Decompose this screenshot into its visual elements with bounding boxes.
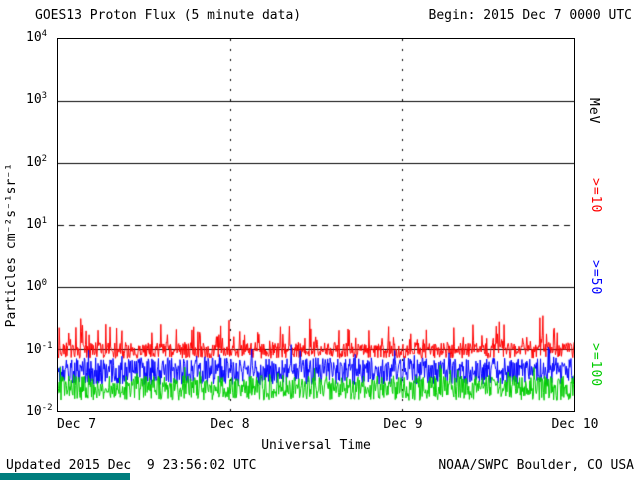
y-tick-exp: 3 [41, 91, 48, 101]
source-attribution: NOAA/SWPC Boulder, CO USA [438, 458, 634, 473]
y-tick-exp: 1 [41, 216, 48, 226]
x-tick-label: Dec 9 [383, 417, 423, 432]
y-tick-base: 10 [26, 30, 42, 45]
flux-plot-canvas [58, 39, 574, 411]
y-tick-base: 10 [26, 404, 42, 419]
x-tick-label: Dec 10 [551, 417, 599, 432]
y-tick-label: 102 [26, 154, 66, 171]
updated-timestamp: Updated 2015 Dec 9 23:56:02 UTC [6, 458, 257, 473]
legend-entry-ge100: >=100 [588, 343, 603, 388]
y-axis-title-text: Particles cm⁻²s⁻¹sr⁻¹ [4, 162, 19, 328]
y-tick-exp: 2 [41, 154, 48, 164]
y-tick-exp: 0 [41, 278, 48, 288]
y-tick-label: 10-2 [26, 403, 66, 420]
begin-time-label: Begin: 2015 Dec 7 0000 UTC [428, 8, 633, 23]
y-tick-label: 10-1 [26, 341, 66, 358]
y-tick-label: 103 [26, 91, 66, 108]
y-tick-exp: 4 [41, 29, 48, 39]
legend-entry-ge10: >=10 [588, 178, 603, 214]
x-tick-label: Dec 8 [210, 417, 250, 432]
y-tick-exp: -1 [41, 341, 53, 351]
page-title: GOES13 Proton Flux (5 minute data) [35, 8, 302, 23]
plot-area [57, 38, 575, 412]
y-axis-title: Particles cm⁻²s⁻¹sr⁻¹ [4, 120, 19, 370]
legend-entry-ge50: >=50 [588, 260, 603, 296]
y-tick-label: 104 [26, 29, 66, 46]
y-tick-label: 101 [26, 216, 66, 233]
y-tick-label: 100 [26, 278, 66, 295]
legend-unit-label: MeV [586, 98, 601, 125]
y-tick-exp: -2 [41, 403, 53, 413]
y-tick-base: 10 [26, 279, 42, 294]
y-tick-base: 10 [26, 155, 42, 170]
x-axis-title: Universal Time [261, 438, 371, 453]
x-tick-label: Dec 7 [57, 417, 97, 432]
y-tick-base: 10 [26, 342, 42, 357]
y-tick-base: 10 [26, 92, 42, 107]
loading-bar [0, 473, 130, 480]
y-tick-base: 10 [26, 217, 42, 232]
